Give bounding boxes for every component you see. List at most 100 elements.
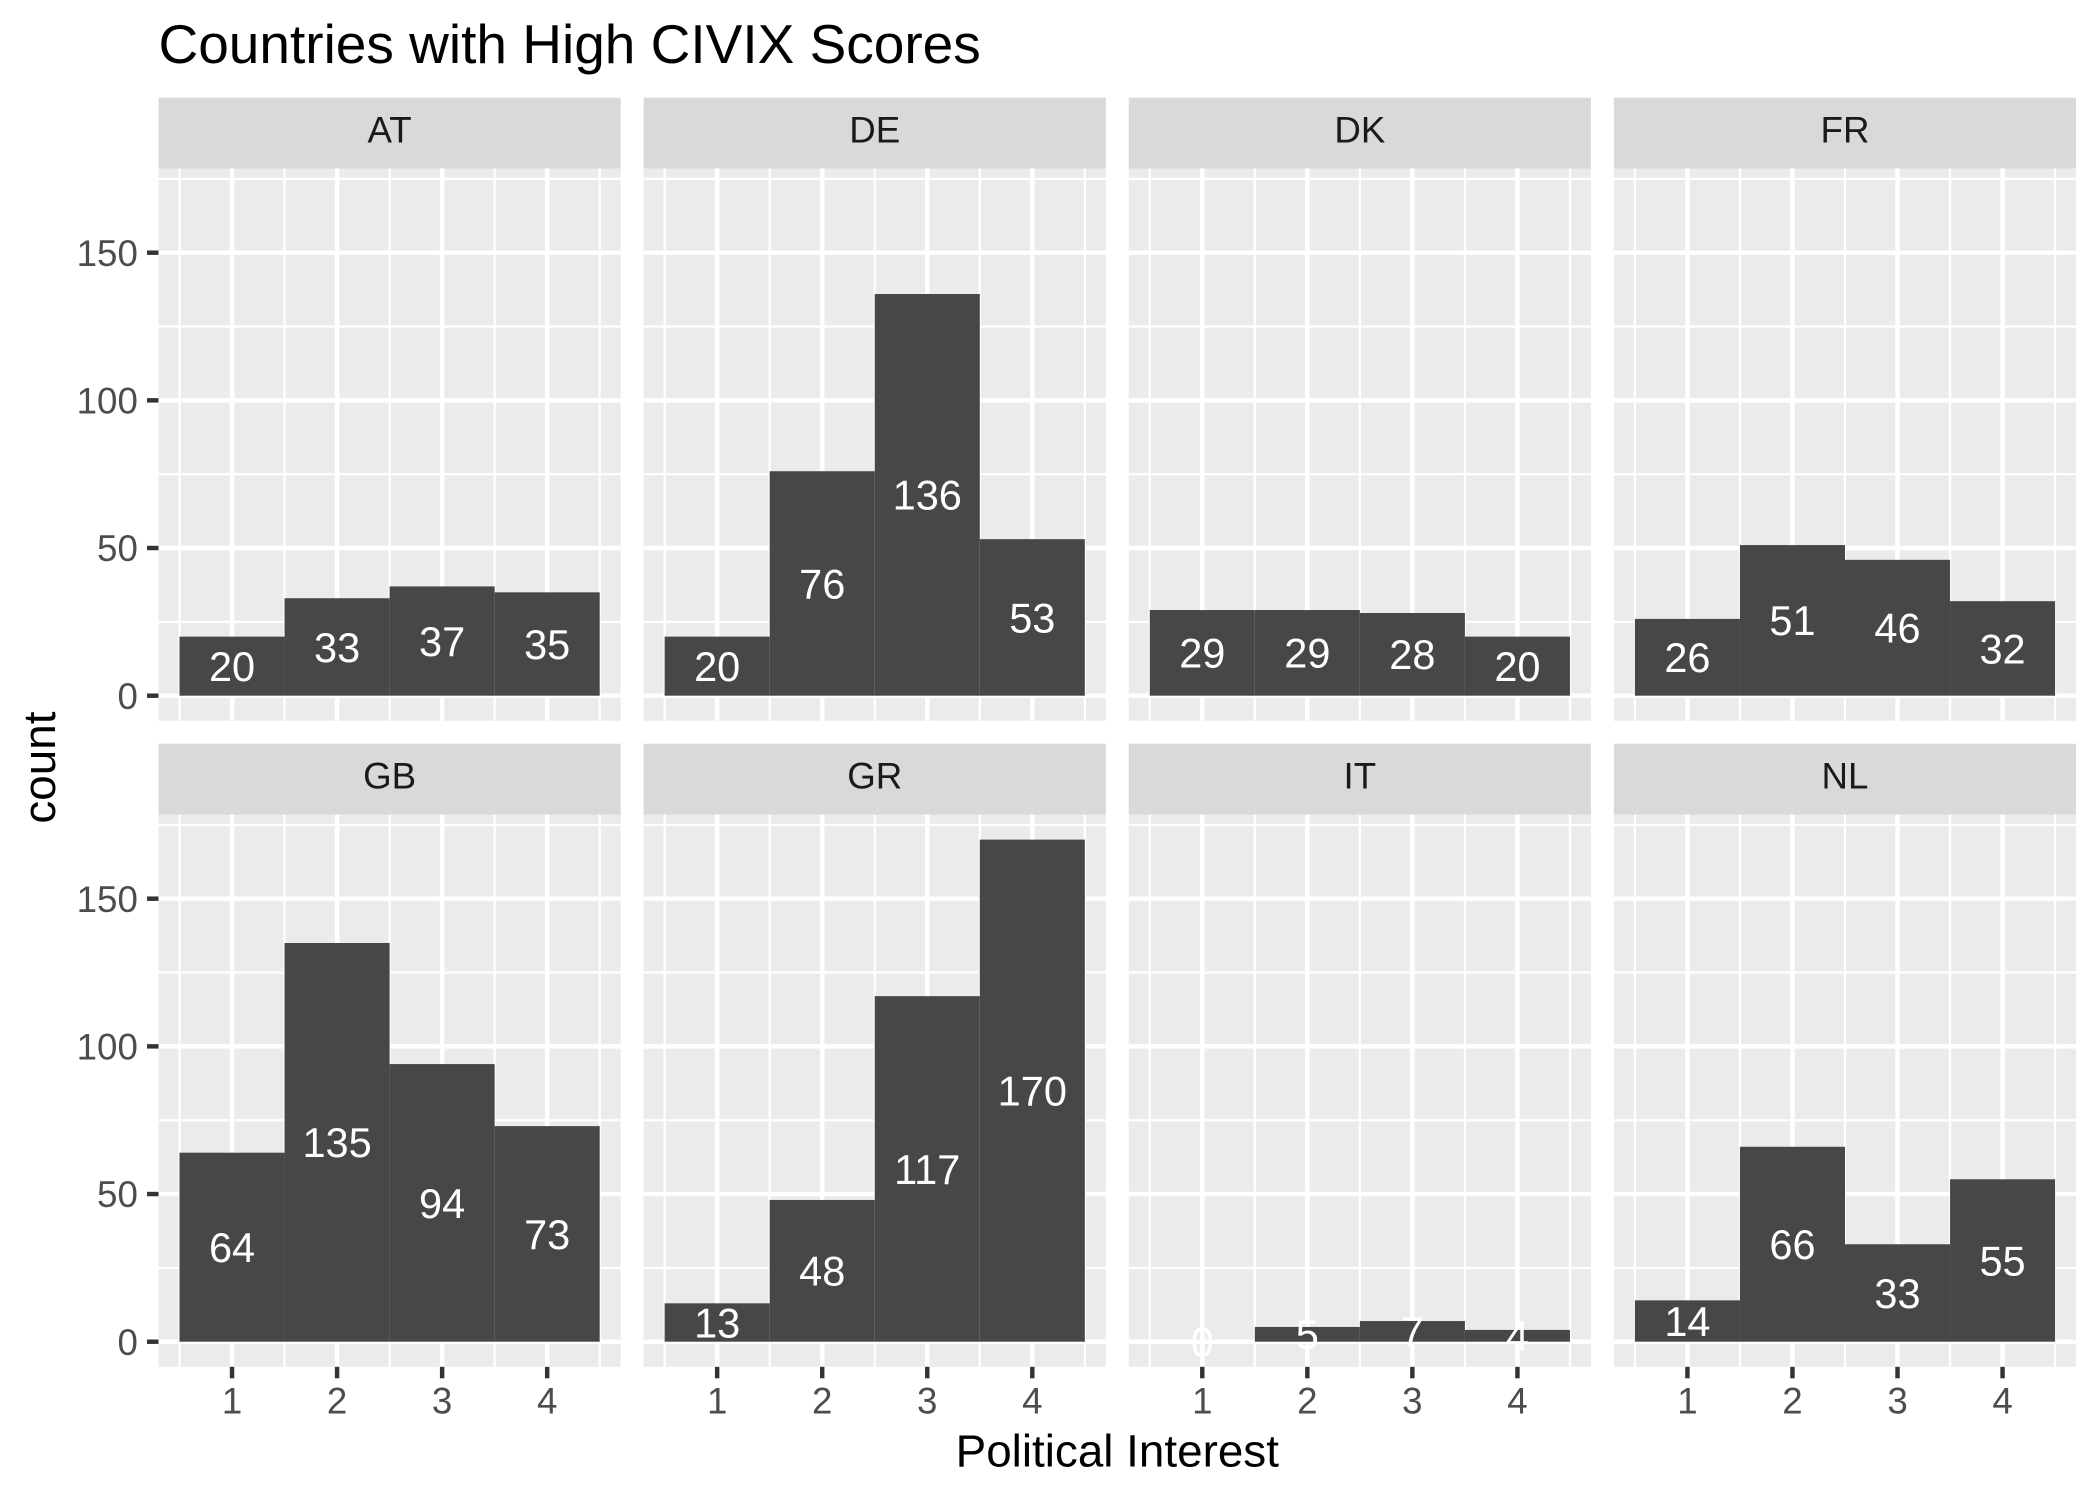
bar-fr-2 [1739,545,1845,696]
bar-dk-3 [1359,612,1465,696]
facet-strip-background [1128,743,1591,815]
bar-dk-2 [1254,610,1360,696]
bar-label-at-4: 35 [524,621,570,668]
bar-at-1 [179,636,285,696]
facet-strip-label: FR [1821,109,1870,150]
x-axis-tick-label: 2 [1782,1381,1802,1422]
facet-gr: GR 13 48 117 170 1 2 3 4 [643,743,1106,1422]
x-axis-tick-label: 3 [432,1381,452,1422]
bar-dk-4 [1464,636,1570,696]
bar-label-it-2: 5 [1296,1311,1319,1358]
bar-gb-3 [389,1064,495,1342]
bar-label-dk-2: 29 [1284,630,1330,677]
bar-nl-4 [1950,1179,2056,1342]
x-axis-tick-label: 3 [1887,1381,1907,1422]
facet-strip-background [158,743,621,815]
bar-gb-1 [179,1152,285,1342]
bar-label-nl-1: 14 [1664,1298,1710,1345]
x-axis-tick-label: 2 [812,1381,832,1422]
bar-gr-3 [874,996,980,1342]
facet-strip-label: IT [1344,755,1377,796]
facet-de: DE 20 76 136 53 [643,97,1106,721]
bar-at-4 [494,592,600,696]
bar-label-gb-2: 135 [302,1119,371,1166]
y-axis-tick-label: 150 [77,233,138,274]
y-axis-tick-label: 50 [97,528,138,569]
x-axis-tick-label: 4 [1022,1381,1042,1422]
bar-gr-2 [769,1199,875,1342]
bar-label-gb-3: 94 [419,1180,465,1227]
bar-label-it-3: 7 [1401,1308,1424,1355]
x-axis-tick-label: 3 [917,1381,937,1422]
bar-de-2 [769,471,875,696]
bar-gb-2 [284,942,390,1342]
bar-label-dk-3: 28 [1389,631,1435,678]
bar-label-gb-4: 73 [524,1211,570,1258]
bar-label-it-4: 4 [1506,1313,1529,1360]
facet-strip-label: DK [1334,109,1385,150]
bar-label-at-3: 37 [419,618,465,665]
facet-strip-label: GB [363,755,416,796]
bar-nl-1 [1634,1300,1740,1342]
bar-label-gr-4: 170 [998,1068,1067,1115]
bar-label-fr-2: 51 [1769,597,1815,644]
bar-de-1 [664,636,770,696]
bar-it-4 [1464,1329,1570,1342]
x-axis-tick-label: 2 [327,1381,347,1422]
bar-nl-2 [1739,1146,1845,1342]
bar-label-nl-2: 66 [1769,1221,1815,1268]
bar-label-dk-1: 29 [1179,630,1225,677]
x-axis-tick-label: 4 [1507,1381,1527,1422]
facet-strip-label: AT [368,109,412,150]
bar-de-3 [874,294,980,696]
bar-at-3 [389,586,495,696]
chart-title: Countries with High CIVIX Scores [159,13,981,75]
facet-dk: DK 29 29 28 20 [1128,97,1591,721]
bar-fr-4 [1950,601,2056,696]
x-axis-tick-label: 3 [1402,1381,1422,1422]
bar-label-dk-4: 20 [1494,643,1540,690]
facet-at: AT 20 33 37 35 0 50 100 150 [77,97,621,721]
bar-label-gb-1: 64 [209,1224,255,1271]
bar-it-3 [1359,1321,1465,1342]
bar-label-gr-1: 13 [694,1299,740,1346]
y-axis-tick-label: 50 [97,1174,138,1215]
facet-strip-background [1613,743,2077,815]
facet-strip-label: DE [849,109,900,150]
bar-label-fr-4: 32 [1979,625,2025,672]
y-axis-tick-label: 0 [117,1322,137,1363]
facet-strip-background [643,743,1106,815]
facet-strip-background [1128,97,1591,169]
facet-strip-background [643,97,1106,169]
bar-label-at-2: 33 [314,624,360,671]
facet-strip-background [158,97,621,169]
bar-gr-1 [664,1303,770,1342]
bar-label-fr-3: 46 [1874,605,1920,652]
bar-nl-3 [1844,1244,1951,1342]
bar-dk-1 [1149,610,1255,696]
bar-it-2 [1254,1326,1360,1342]
bar-label-de-1: 20 [694,643,740,690]
x-axis-tick-label: 1 [707,1381,727,1422]
facet-gb: GB 64 135 94 73 0 50 100 150 1 2 3 4 [77,743,621,1422]
bar-de-4 [979,539,1085,696]
bar-fr-3 [1844,559,1951,696]
bar-label-gr-2: 48 [799,1248,845,1295]
bar-label-de-2: 76 [799,560,845,607]
y-axis-tick-label: 100 [77,1027,138,1068]
bar-label-it-1: 0 [1191,1319,1214,1366]
x-axis-title: Political Interest [956,1425,1280,1476]
y-axis-tick-label: 0 [117,676,137,717]
facet-strip-label: GR [847,755,902,796]
bar-label-de-4: 53 [1009,594,1055,641]
x-axis-tick-label: 1 [1192,1381,1212,1422]
bar-label-nl-3: 33 [1874,1270,1920,1317]
x-axis-tick-label: 1 [222,1381,242,1422]
bar-label-fr-1: 26 [1664,634,1710,681]
y-axis-tick-label: 100 [77,380,138,421]
bar-at-2 [284,598,390,696]
x-axis-tick-label: 4 [1992,1381,2012,1422]
facet-nl: NL 14 66 33 55 1 2 3 4 [1613,743,2077,1422]
facet-fr: FR 26 51 46 32 [1613,97,2077,721]
